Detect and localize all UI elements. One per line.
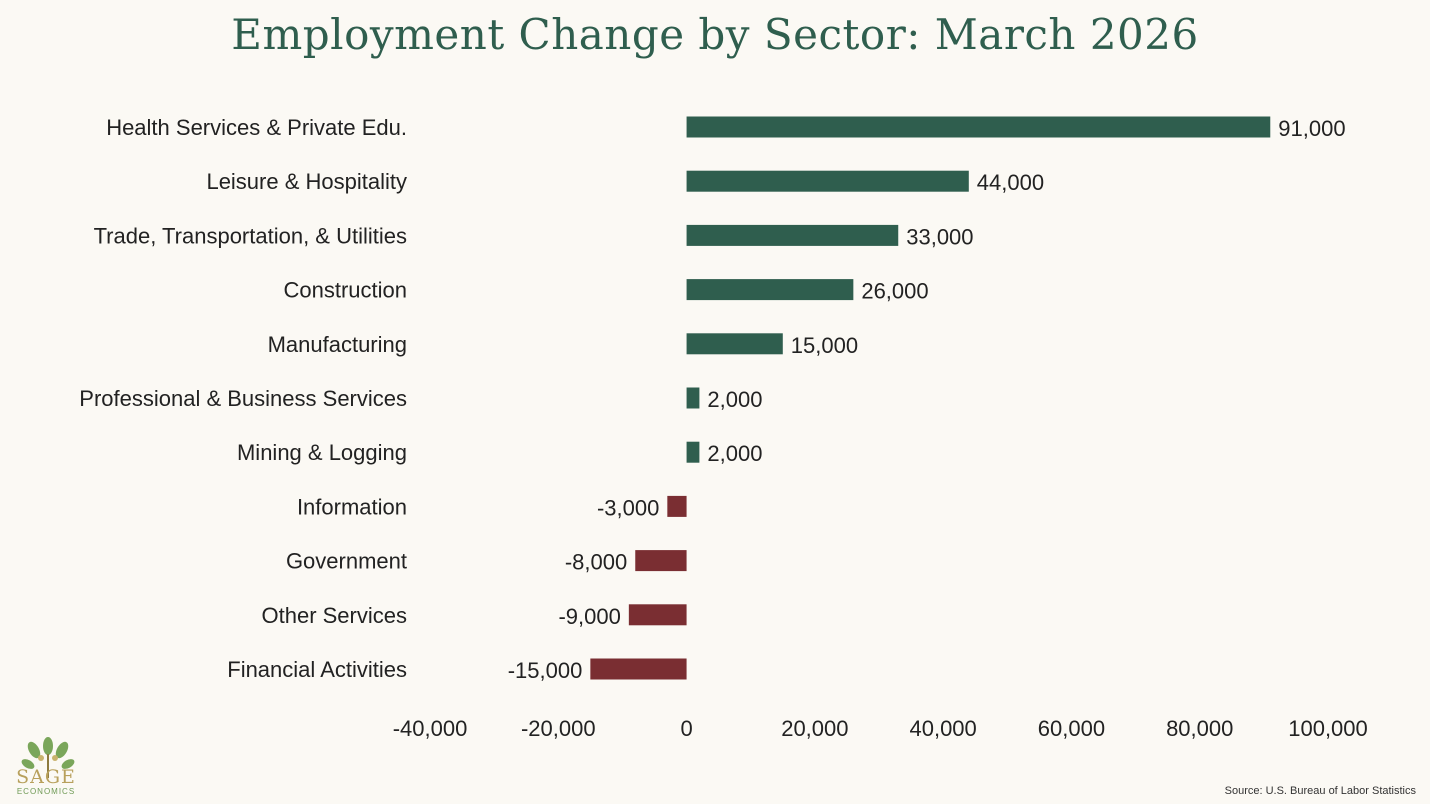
category-label: Manufacturing	[268, 332, 407, 357]
x-tick-label: 60,000	[1038, 716, 1105, 741]
category-label: Other Services	[262, 603, 408, 628]
x-tick-label: 100,000	[1288, 716, 1368, 741]
data-label: 44,000	[977, 170, 1044, 195]
data-label: -15,000	[508, 658, 583, 683]
bar	[667, 495, 687, 517]
category-label: Financial Activities	[227, 657, 407, 682]
chart-title: Employment Change by Sector: March 2026	[231, 10, 1199, 59]
bar	[686, 333, 783, 355]
x-tick-label: -20,000	[521, 716, 596, 741]
x-tick-label: 20,000	[781, 716, 848, 741]
category-label: Mining & Logging	[237, 440, 407, 465]
category-labels: Health Services & Private Edu. Leisure & …	[79, 115, 407, 682]
bar	[686, 224, 899, 246]
bar	[686, 441, 700, 463]
source-note: Source: U.S. Bureau of Labor Statistics	[1224, 785, 1416, 797]
category-label: Information	[297, 494, 407, 519]
data-label: 2,000	[707, 441, 762, 466]
bar	[686, 116, 1271, 138]
x-tick-label: -40,000	[393, 716, 468, 741]
data-label: -8,000	[565, 550, 627, 575]
data-label: 33,000	[906, 224, 973, 249]
x-axis-tick-labels: -40,000 -20,000 0 20,000 40,000 60,000 80,000 1…	[393, 716, 1368, 741]
data-label: 91,000	[1278, 116, 1345, 141]
bar	[686, 170, 969, 192]
category-label: Leisure & Hospitality	[206, 169, 407, 194]
x-tick-label: 40,000	[909, 716, 976, 741]
bar	[686, 279, 854, 301]
x-tick-label: 0	[680, 716, 692, 741]
category-label: Government	[286, 549, 407, 574]
data-label: -3,000	[597, 495, 659, 520]
category-label: Health Services & Private Edu.	[106, 115, 407, 140]
bar	[590, 658, 687, 680]
value-labels: 91,000 44,000 33,000 26,000 15,000 2,000 2,000…	[508, 116, 1346, 683]
data-label: -9,000	[558, 604, 620, 629]
x-tick-label: 80,000	[1166, 716, 1233, 741]
data-label: 2,000	[707, 387, 762, 412]
category-label: Trade, Transportation, & Utilities	[94, 223, 407, 248]
data-label: 15,000	[791, 333, 858, 358]
category-label: Professional & Business Services	[79, 386, 407, 411]
bar	[686, 387, 700, 409]
sage-leaf-icon	[21, 737, 75, 778]
category-label: Construction	[283, 278, 407, 303]
bars-group	[590, 116, 1271, 680]
bar	[635, 550, 687, 572]
data-label: 26,000	[861, 279, 928, 304]
bar	[628, 604, 687, 626]
logo-text: SAGE	[16, 766, 76, 788]
logo-subtext: ECONOMICS	[16, 787, 76, 796]
